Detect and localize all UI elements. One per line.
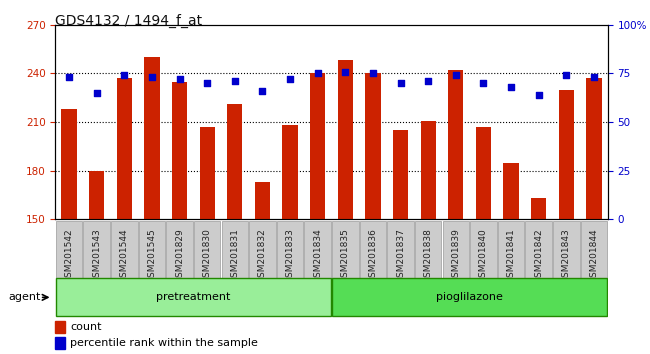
FancyBboxPatch shape (443, 221, 469, 291)
Point (534, 92, 544, 98)
FancyBboxPatch shape (277, 221, 304, 291)
FancyBboxPatch shape (56, 278, 331, 316)
Point (506, 84, 516, 90)
Bar (255, 182, 270, 219)
Bar (144, 57, 159, 219)
Bar (338, 61, 353, 219)
FancyBboxPatch shape (580, 221, 607, 291)
Text: GSM201835: GSM201835 (341, 228, 350, 283)
FancyBboxPatch shape (498, 221, 525, 291)
Point (561, 73, 571, 78)
FancyBboxPatch shape (111, 221, 138, 291)
FancyBboxPatch shape (387, 221, 414, 291)
FancyBboxPatch shape (359, 221, 386, 291)
Bar (227, 104, 242, 219)
Point (340, 69, 350, 74)
Bar (476, 127, 491, 219)
Text: GSM201840: GSM201840 (479, 228, 488, 283)
Point (450, 73, 461, 78)
FancyBboxPatch shape (332, 221, 359, 291)
Point (589, 75, 599, 80)
FancyBboxPatch shape (138, 221, 165, 291)
FancyBboxPatch shape (166, 221, 193, 291)
Text: GSM201832: GSM201832 (258, 228, 267, 283)
Text: GSM201545: GSM201545 (148, 228, 157, 283)
Text: GSM201831: GSM201831 (230, 228, 239, 283)
Point (92, 90, 102, 96)
Text: percentile rank within the sample: percentile rank within the sample (70, 338, 258, 348)
Text: GSM201841: GSM201841 (506, 228, 515, 283)
Bar (421, 120, 436, 219)
Point (368, 70, 378, 76)
Bar (504, 163, 519, 219)
Text: GSM201836: GSM201836 (369, 228, 378, 283)
Text: GSM201842: GSM201842 (534, 228, 543, 283)
Bar (62, 109, 77, 219)
Bar (200, 127, 214, 219)
FancyBboxPatch shape (83, 221, 110, 291)
Point (64, 75, 74, 80)
Text: GSM201844: GSM201844 (590, 228, 599, 283)
Point (147, 75, 157, 80)
Bar (393, 130, 408, 219)
Text: agent: agent (8, 292, 41, 302)
Point (174, 76, 185, 82)
FancyBboxPatch shape (304, 221, 331, 291)
Point (478, 80, 489, 86)
FancyBboxPatch shape (332, 278, 607, 316)
FancyBboxPatch shape (249, 221, 276, 291)
Point (395, 80, 406, 86)
Bar (365, 74, 380, 219)
FancyBboxPatch shape (194, 221, 220, 291)
FancyBboxPatch shape (222, 221, 248, 291)
Text: GSM201830: GSM201830 (203, 228, 212, 283)
Text: GSM201544: GSM201544 (120, 228, 129, 283)
Text: GDS4132 / 1494_f_at: GDS4132 / 1494_f_at (55, 14, 202, 28)
FancyBboxPatch shape (415, 221, 441, 291)
Text: pretreatment: pretreatment (156, 292, 231, 302)
FancyBboxPatch shape (553, 221, 580, 291)
Bar (283, 125, 298, 219)
Bar (89, 171, 104, 219)
Bar (55, 321, 65, 333)
Text: GSM201837: GSM201837 (396, 228, 405, 283)
Bar (55, 337, 65, 349)
Text: count: count (70, 322, 101, 332)
Text: GSM201543: GSM201543 (92, 228, 101, 283)
Text: pioglilazone: pioglilazone (436, 292, 503, 302)
Point (313, 70, 323, 76)
Text: GSM201833: GSM201833 (285, 228, 294, 283)
Bar (117, 78, 132, 219)
Bar (559, 90, 574, 219)
Point (229, 79, 240, 84)
FancyBboxPatch shape (470, 221, 497, 291)
Point (202, 80, 213, 86)
Point (119, 73, 129, 78)
Text: GSM201542: GSM201542 (64, 228, 73, 283)
Text: GSM201834: GSM201834 (313, 228, 322, 283)
FancyBboxPatch shape (56, 221, 83, 291)
Point (257, 88, 268, 94)
Text: GSM201843: GSM201843 (562, 228, 571, 283)
Bar (531, 198, 546, 219)
Bar (172, 81, 187, 219)
Text: GSM201838: GSM201838 (424, 228, 433, 283)
Point (285, 76, 295, 82)
Text: GSM201829: GSM201829 (175, 228, 184, 283)
Point (423, 79, 434, 84)
Text: GSM201839: GSM201839 (451, 228, 460, 283)
Bar (586, 78, 601, 219)
Bar (448, 70, 463, 219)
Bar (310, 74, 325, 219)
FancyBboxPatch shape (525, 221, 552, 291)
